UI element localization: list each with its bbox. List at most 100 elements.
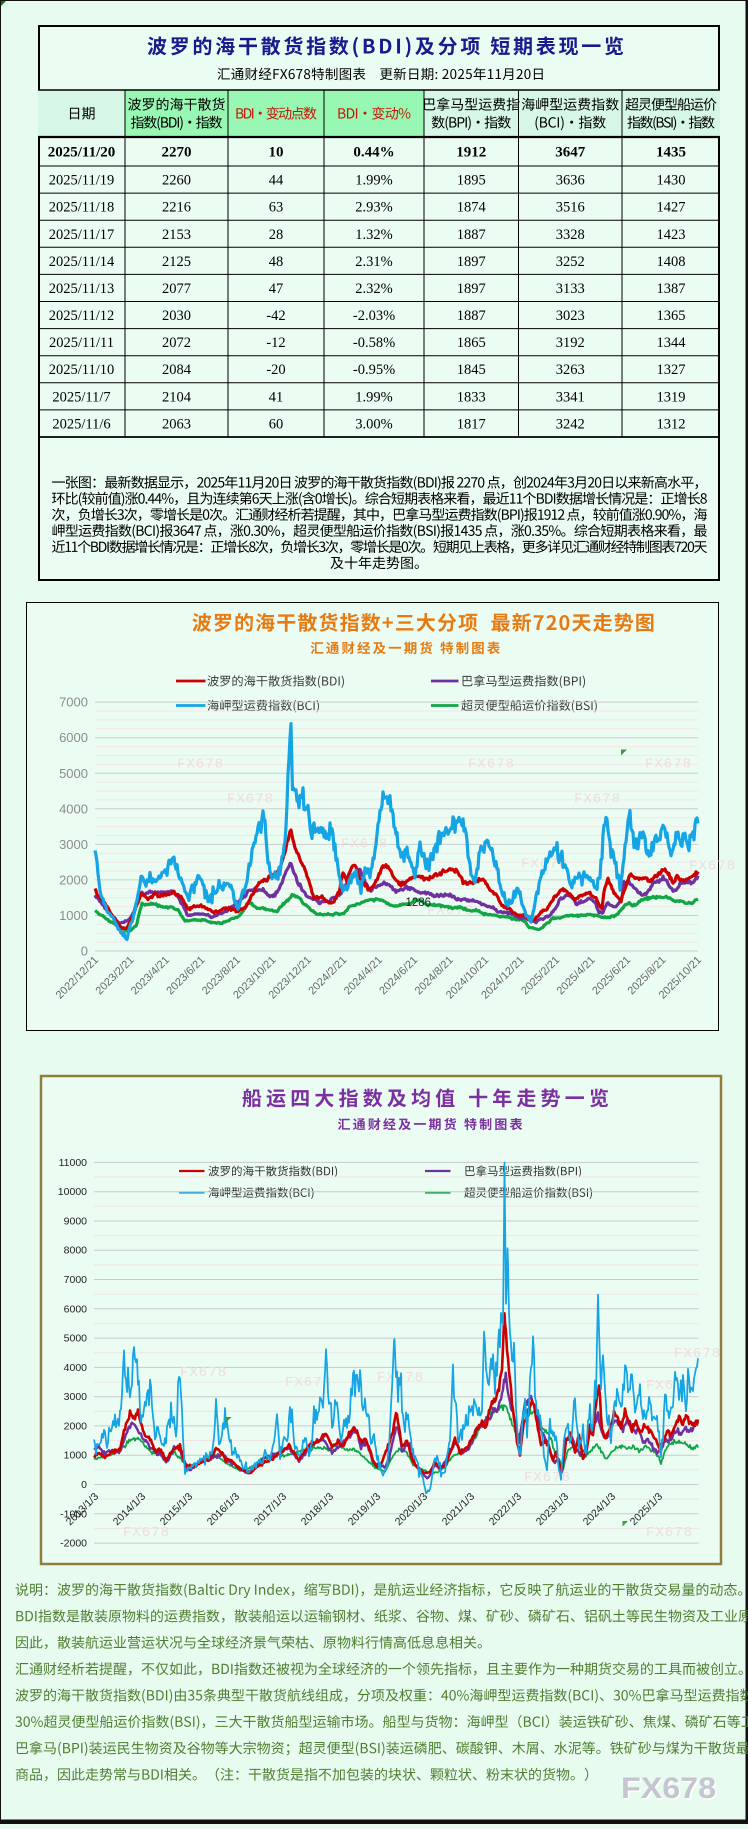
svg-text:2025/11/20: 2025/11/20 [48, 145, 116, 161]
svg-text:-0.95%: -0.95% [353, 362, 395, 378]
svg-text:-2.03%: -2.03% [353, 308, 395, 324]
svg-text:41: 41 [269, 389, 284, 405]
svg-text:1387: 1387 [657, 281, 686, 297]
svg-text:2077: 2077 [162, 281, 191, 297]
svg-text:28: 28 [269, 227, 284, 243]
svg-text:2025/11/11: 2025/11/11 [49, 335, 114, 351]
svg-text:FX678: FX678 [574, 792, 621, 808]
svg-text:0: 0 [81, 1479, 87, 1491]
svg-text:2000: 2000 [64, 1420, 88, 1432]
svg-text:7000: 7000 [59, 695, 88, 710]
svg-text:4000: 4000 [64, 1362, 88, 1374]
svg-text:1887: 1887 [457, 308, 486, 324]
svg-text:2025/11/18: 2025/11/18 [49, 200, 115, 216]
svg-text:1833: 1833 [457, 389, 486, 405]
svg-text:2025/11/17: 2025/11/17 [49, 227, 115, 243]
svg-text:1408: 1408 [657, 254, 686, 270]
svg-text:1897: 1897 [457, 281, 486, 297]
svg-text:2125: 2125 [162, 254, 191, 270]
svg-text:1.99%: 1.99% [355, 389, 392, 405]
svg-text:1912: 1912 [456, 145, 486, 161]
svg-text:2025/11/6: 2025/11/6 [52, 416, 110, 432]
svg-text:1427: 1427 [657, 200, 686, 216]
svg-text:FX678: FX678 [645, 757, 692, 773]
svg-text:3252: 3252 [556, 254, 585, 270]
svg-text:1435: 1435 [656, 145, 686, 161]
svg-text:1874: 1874 [457, 200, 487, 216]
svg-text:5000: 5000 [64, 1333, 88, 1345]
svg-text:FX678: FX678 [524, 1470, 571, 1486]
svg-text:3263: 3263 [556, 362, 585, 378]
svg-text:2063: 2063 [162, 416, 191, 432]
svg-text:-20: -20 [266, 362, 285, 378]
svg-text:3636: 3636 [556, 173, 585, 189]
svg-text:2.93%: 2.93% [355, 200, 392, 216]
svg-text:3133: 3133 [556, 281, 585, 297]
svg-text:63: 63 [269, 200, 284, 216]
svg-text:1845: 1845 [457, 362, 486, 378]
svg-text:1897: 1897 [457, 254, 486, 270]
svg-text:3023: 3023 [556, 308, 585, 324]
svg-text:3341: 3341 [556, 389, 585, 405]
svg-text:2260: 2260 [162, 173, 191, 189]
svg-text:6000: 6000 [64, 1303, 88, 1315]
svg-text:0: 0 [81, 944, 88, 959]
svg-text:3000: 3000 [59, 837, 88, 852]
svg-text:2270: 2270 [162, 145, 192, 161]
svg-text:4000: 4000 [59, 801, 88, 816]
svg-text:1365: 1365 [657, 308, 686, 324]
svg-text:7000: 7000 [64, 1274, 88, 1286]
svg-text:-42: -42 [266, 308, 285, 324]
svg-text:FX678: FX678 [123, 1525, 170, 1541]
svg-text:2104: 2104 [162, 389, 192, 405]
svg-text:FX678: FX678 [341, 837, 388, 853]
svg-text:1344: 1344 [657, 335, 687, 351]
svg-text:1430: 1430 [657, 173, 686, 189]
svg-text:47: 47 [269, 281, 284, 297]
svg-text:1000: 1000 [59, 908, 88, 923]
svg-text:2.31%: 2.31% [355, 254, 392, 270]
svg-text:-2000: -2000 [60, 1538, 87, 1550]
svg-text:9000: 9000 [64, 1216, 88, 1228]
svg-text:6000: 6000 [59, 730, 88, 745]
svg-text:11000: 11000 [59, 1157, 88, 1169]
svg-text:1887: 1887 [457, 227, 486, 243]
svg-text:1.99%: 1.99% [355, 173, 392, 189]
svg-text:10: 10 [269, 145, 284, 161]
svg-text:2084: 2084 [162, 362, 192, 378]
svg-text:2025/11/10: 2025/11/10 [49, 362, 115, 378]
svg-text:2030: 2030 [162, 308, 191, 324]
svg-text:2025/11/7: 2025/11/7 [52, 389, 110, 405]
svg-text:1312: 1312 [657, 416, 686, 432]
svg-text:FX678: FX678 [646, 1378, 693, 1394]
svg-text:2025/11/13: 2025/11/13 [49, 281, 115, 297]
svg-text:3516: 3516 [556, 200, 585, 216]
svg-text:1.32%: 1.32% [355, 227, 392, 243]
svg-text:1865: 1865 [457, 335, 486, 351]
svg-text:60: 60 [269, 416, 284, 432]
svg-text:2000: 2000 [59, 872, 88, 887]
svg-text:48: 48 [269, 254, 284, 270]
svg-text:FX678: FX678 [468, 757, 515, 773]
svg-text:10000: 10000 [58, 1186, 87, 1198]
svg-text:3328: 3328 [556, 227, 585, 243]
svg-text:1327: 1327 [657, 362, 686, 378]
svg-text:-12: -12 [266, 335, 285, 351]
svg-text:2216: 2216 [162, 200, 191, 216]
svg-text:3000: 3000 [64, 1391, 88, 1403]
svg-text:1286: 1286 [406, 897, 432, 909]
svg-text:2025/11/14: 2025/11/14 [49, 254, 115, 270]
svg-text:1817: 1817 [457, 416, 486, 432]
svg-text:2072: 2072 [162, 335, 191, 351]
svg-text:2153: 2153 [162, 227, 191, 243]
svg-text:3192: 3192 [556, 335, 585, 351]
svg-text:FX678: FX678 [177, 757, 224, 773]
svg-text:44: 44 [269, 173, 284, 189]
svg-text:2025/11/12: 2025/11/12 [49, 308, 115, 324]
svg-text:FX678: FX678 [227, 792, 274, 808]
svg-text:1895: 1895 [457, 173, 486, 189]
svg-text:1319: 1319 [657, 389, 686, 405]
svg-text:0.44%: 0.44% [353, 145, 394, 161]
svg-text:8000: 8000 [64, 1245, 88, 1257]
svg-text:2025/11/19: 2025/11/19 [49, 173, 115, 189]
